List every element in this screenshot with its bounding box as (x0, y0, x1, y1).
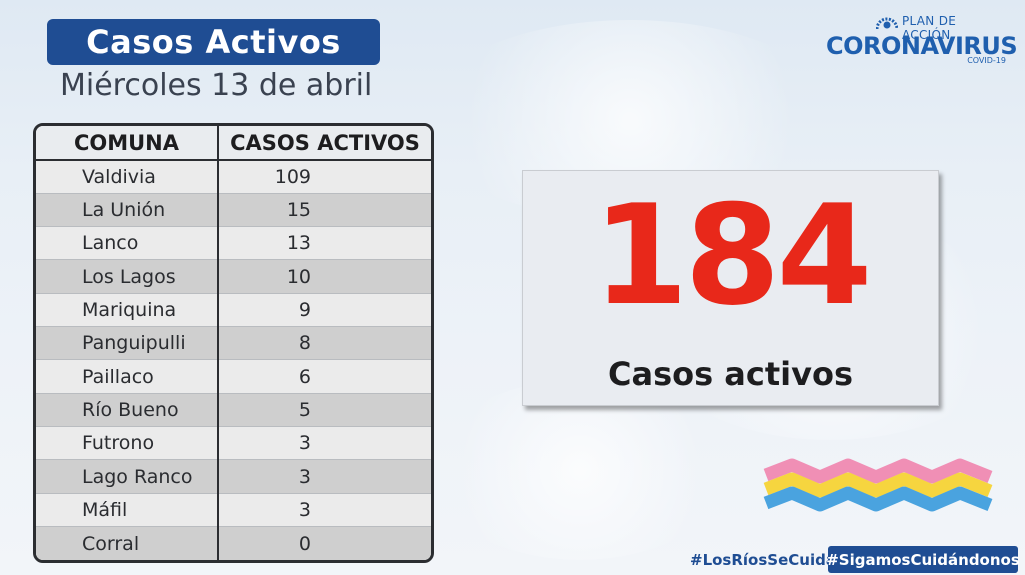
comuna-cell: La Unión (36, 193, 219, 228)
casos-cell: 15 (218, 193, 431, 228)
table-row: Panguipulli 8 (36, 326, 431, 361)
background-cloud (430, 380, 730, 560)
total-cases-card: 184 Casos activos (522, 170, 939, 406)
comuna-cell: Futrono (36, 426, 219, 461)
table-row: Los Lagos 10 (36, 259, 431, 294)
logo-covid-text: COVID-19 (967, 56, 1006, 65)
table-row: Valdivia 109 (36, 160, 431, 194)
comuna-cell: Paillaco (36, 359, 219, 394)
casos-cell: 3 (218, 459, 431, 494)
government-seal-icon (876, 17, 898, 30)
hashtag-sigamos: #SigamosCuidándonos (826, 546, 1020, 573)
logo-plan-text: PLAN DE ACCIÓN (902, 14, 957, 42)
hashtag-los-rios: #LosRíosSeCuida (690, 550, 836, 569)
comuna-cell: Lago Ranco (36, 459, 219, 494)
casos-cell: 8 (218, 326, 431, 361)
casos-cell: 5 (218, 393, 431, 428)
table-row: Río Bueno 5 (36, 393, 431, 428)
comuna-cell: Los Lagos (36, 259, 219, 294)
comuna-cell: Mariquina (36, 293, 219, 328)
title-banner: Casos Activos (47, 19, 380, 65)
date-subtitle: Miércoles 13 de abril (60, 68, 373, 103)
table-row: Futrono 3 (36, 426, 431, 461)
comuna-cell: Máfil (36, 493, 219, 528)
casos-cell: 3 (218, 426, 431, 461)
total-cases-label: Casos activos (607, 355, 853, 393)
table-row: Lanco 13 (36, 226, 431, 261)
table-row: Máfil 3 (36, 493, 431, 528)
rainbow-waves-icon (763, 458, 993, 512)
casos-cell: 6 (218, 359, 431, 394)
casos-cell: 10 (218, 259, 431, 294)
casos-cell: 109 (218, 160, 431, 194)
casos-cell: 0 (218, 526, 431, 560)
cases-table: COMUNA CASOS ACTIVOS Valdivia 109 La Uni… (33, 123, 434, 563)
casos-cell: 13 (218, 226, 431, 261)
table-row: Paillaco 6 (36, 359, 431, 394)
column-header-casos: CASOS ACTIVOS (218, 126, 431, 161)
coronavirus-logo: PLAN DE ACCIÓN CORONAVIRUS COVID-19 (826, 8, 1018, 68)
table-row: La Unión 15 (36, 193, 431, 228)
comuna-cell: Lanco (36, 226, 219, 261)
column-header-comuna: COMUNA (36, 126, 219, 161)
table-row: Lago Ranco 3 (36, 459, 431, 494)
table-row: Mariquina 9 (36, 293, 431, 328)
casos-cell: 3 (218, 493, 431, 528)
comuna-cell: Valdivia (36, 160, 219, 194)
comuna-cell: Panguipulli (36, 326, 219, 361)
total-cases-number: 184 (592, 175, 872, 336)
logo-coronavirus-text: CORONAVIRUS (826, 32, 1018, 60)
casos-cell: 9 (218, 293, 431, 328)
table-row: Corral 0 (36, 526, 431, 560)
comuna-cell: Río Bueno (36, 393, 219, 428)
comuna-cell: Corral (36, 526, 219, 560)
page-title: Casos Activos (86, 23, 341, 61)
